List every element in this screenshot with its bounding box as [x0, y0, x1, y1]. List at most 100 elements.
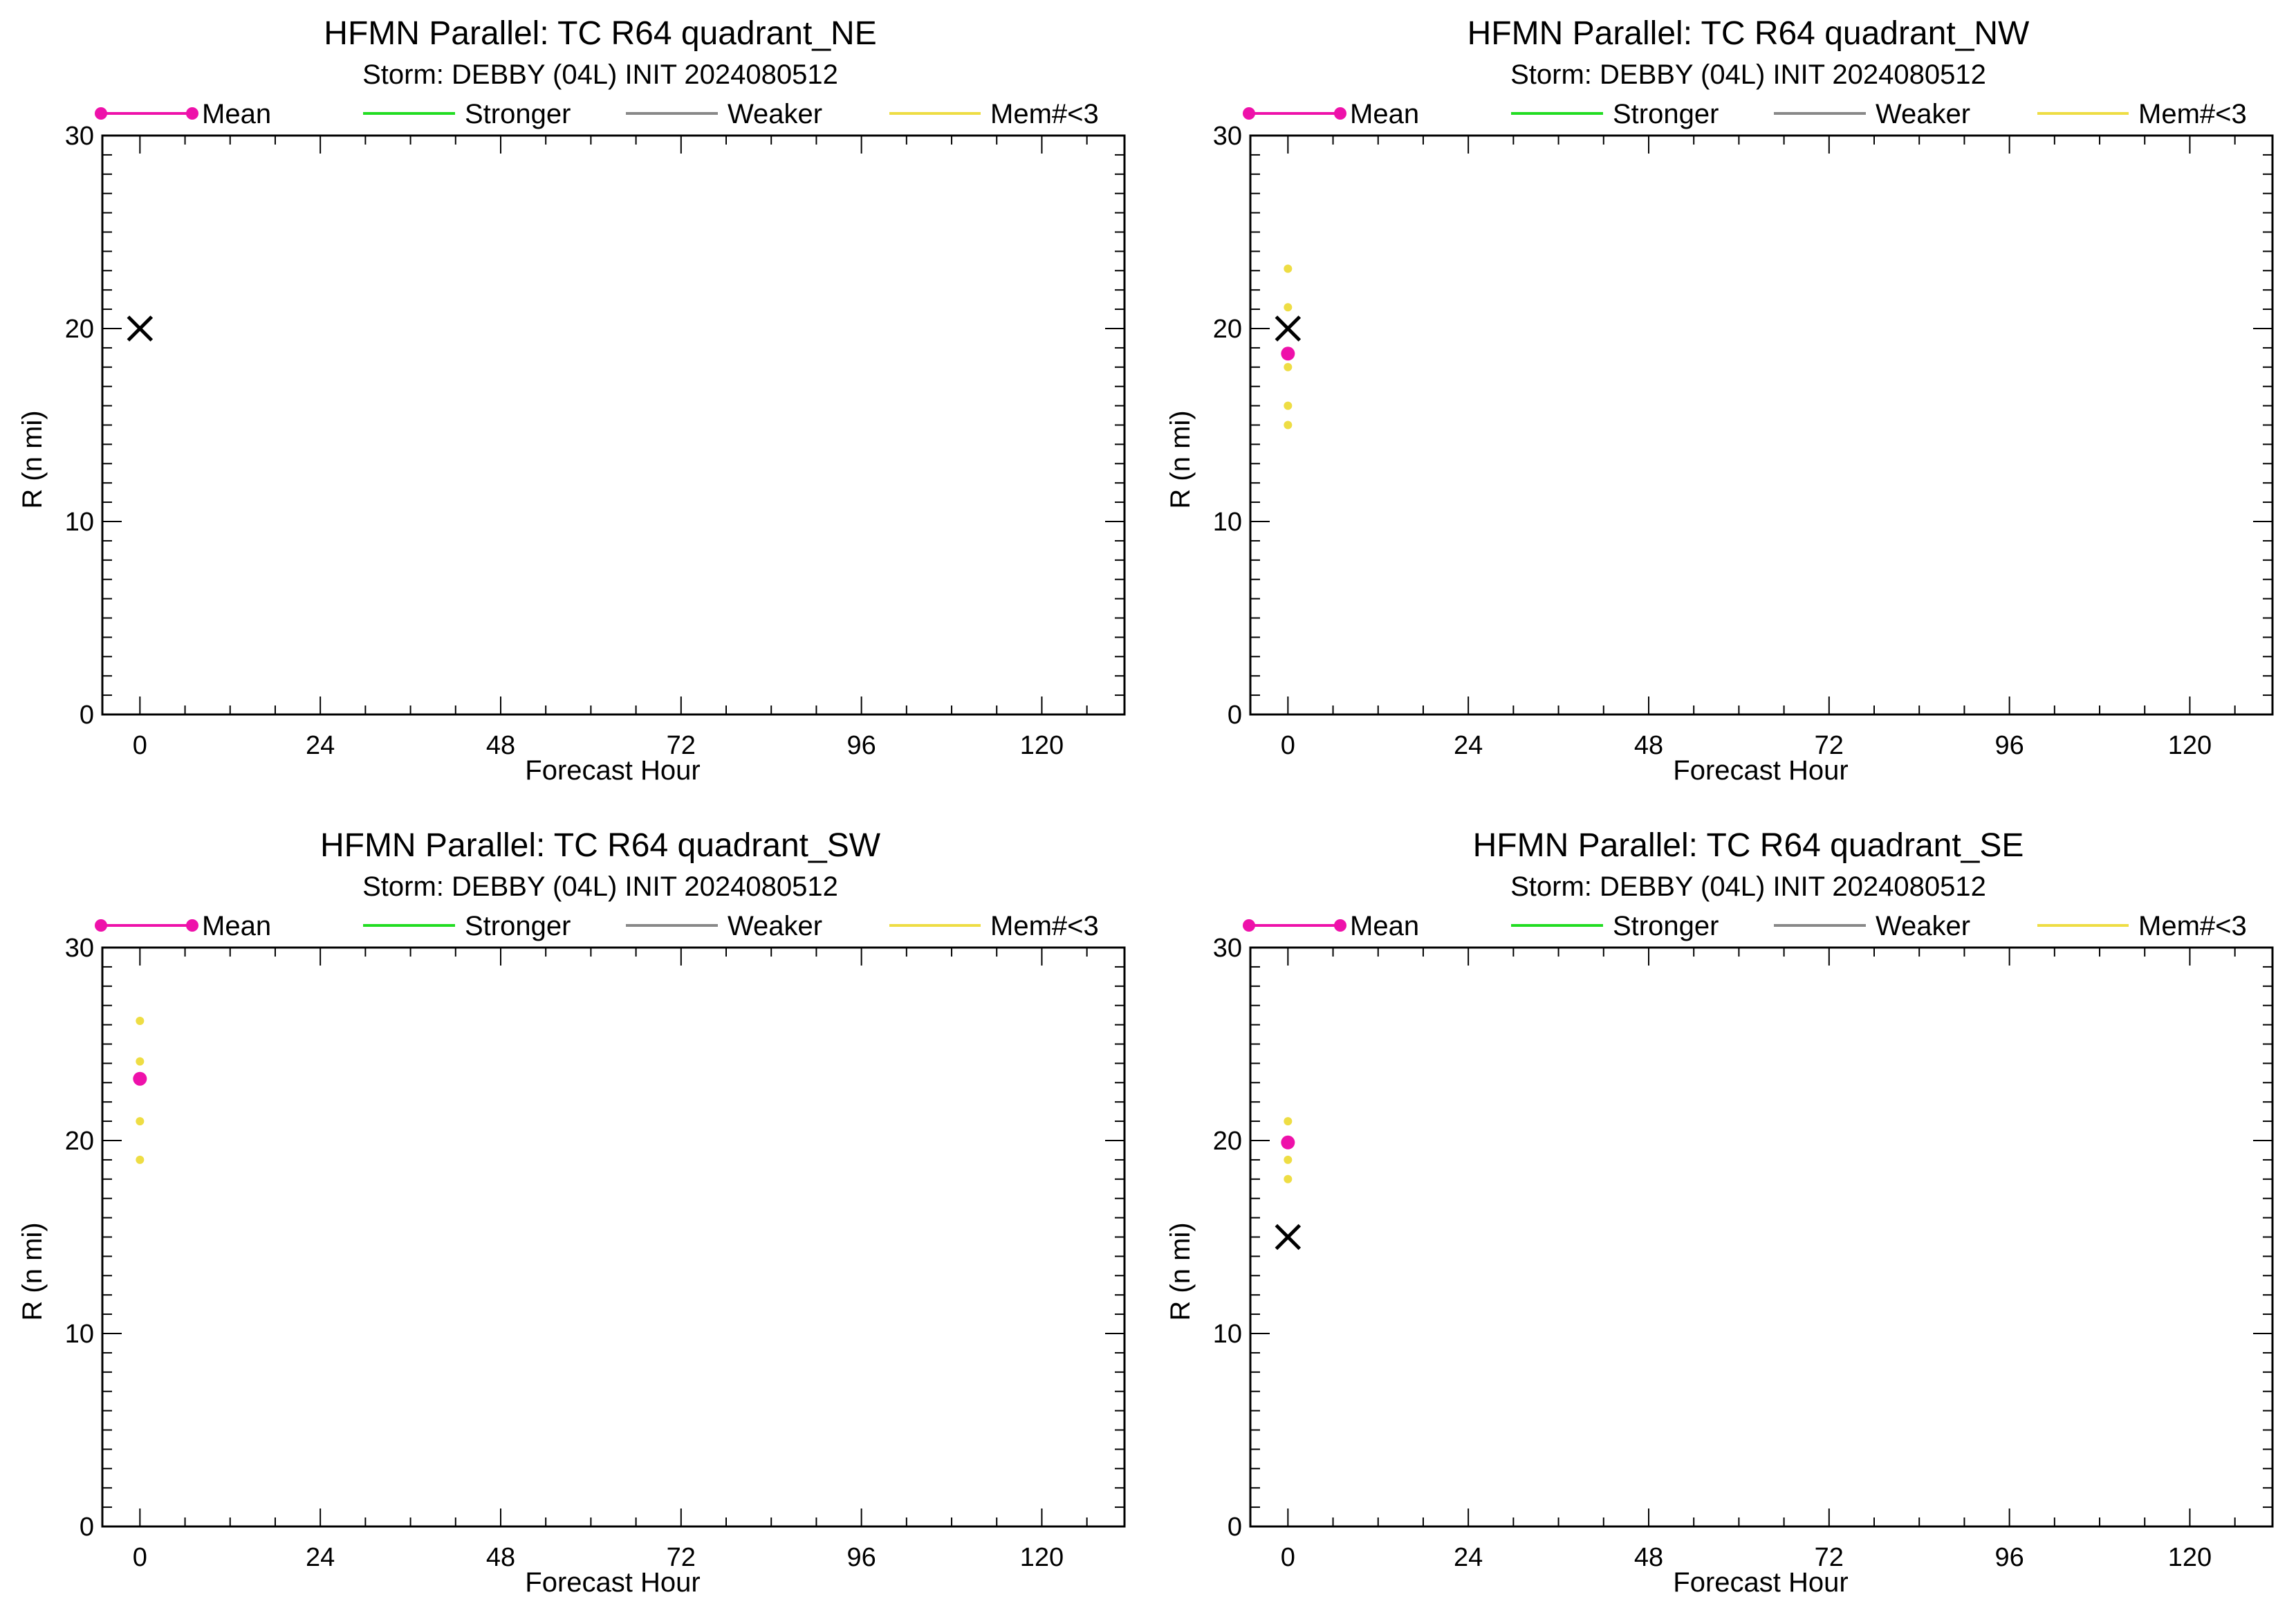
- y-tick-label: 10: [1213, 508, 1242, 537]
- x-tick-label: 48: [1634, 731, 1663, 760]
- x-tick-label: 72: [667, 1543, 696, 1572]
- x-tick-label: 0: [1281, 1543, 1295, 1572]
- legend-item-members: Mem#<3: [2037, 99, 2247, 129]
- y-tick-label: 30: [1213, 934, 1242, 963]
- y-axis-label: R (n mi): [1165, 410, 1196, 508]
- x-tick-label: 120: [1020, 731, 1064, 760]
- legend-label: Weaker: [1876, 911, 1970, 941]
- legend-label: Weaker: [728, 911, 822, 941]
- y-tick-label: 10: [65, 1320, 94, 1349]
- legend-item-members: Mem#<3: [889, 99, 1099, 129]
- x-axis-label: Forecast Hour: [525, 1567, 700, 1598]
- chart-subtitle: Storm: DEBBY (04L) INIT 2024080512: [1510, 59, 1986, 90]
- legend-label: Weaker: [728, 99, 822, 129]
- legend-item-mean: Mean: [95, 99, 271, 129]
- legend-item-stronger: Stronger: [363, 911, 571, 941]
- x-tick-label: 96: [846, 1543, 876, 1572]
- legend-marker: [1334, 107, 1346, 120]
- y-tick-label: 10: [1213, 1320, 1242, 1349]
- legend-label: Stronger: [465, 99, 571, 129]
- mean-point: [1281, 347, 1295, 361]
- legend-label: Mean: [1350, 911, 1419, 941]
- x-tick-label: 24: [306, 1543, 335, 1572]
- y-tick-label: 0: [1228, 1513, 1242, 1542]
- plot-frame: [101, 946, 1126, 1528]
- mean-point: [1281, 1135, 1295, 1150]
- legend-label: Mem#<3: [990, 911, 1099, 941]
- legend-item-members: Mem#<3: [2037, 911, 2247, 941]
- member-point: [1284, 362, 1293, 371]
- plot-frame: [101, 134, 1126, 716]
- x-tick-label: 48: [1634, 1543, 1663, 1572]
- chart-panel: HFMN Parallel: TC R64 quadrant_SW Storm: …: [0, 812, 1148, 1624]
- x-tick-label: 24: [306, 731, 335, 760]
- legend-item-weaker: Weaker: [626, 99, 822, 129]
- member-point: [1284, 421, 1293, 430]
- y-tick-label: 20: [1213, 1127, 1242, 1156]
- y-tick-label: 10: [65, 508, 94, 537]
- best-track-marker: [1275, 315, 1302, 342]
- x-tick-label: 120: [2168, 731, 2212, 760]
- member-point: [136, 1017, 145, 1026]
- legend-item-weaker: Weaker: [1774, 911, 1970, 941]
- x-tick-label: 0: [1281, 731, 1295, 760]
- legend-item-stronger: Stronger: [1511, 99, 1719, 129]
- y-tick-label: 30: [65, 934, 94, 963]
- chart-svg: HFMN Parallel: TC R64 quadrant_NW Storm: …: [1165, 15, 2274, 786]
- best-track-stroke: [127, 315, 154, 342]
- x-tick-label: 48: [486, 731, 515, 760]
- y-axis-label: R (n mi): [1165, 1222, 1196, 1320]
- y-tick-label: 0: [80, 1513, 94, 1542]
- y-tick-label: 0: [80, 701, 94, 730]
- legend-label: Stronger: [465, 911, 571, 941]
- member-point: [1284, 1117, 1293, 1126]
- legend-label: Weaker: [1876, 99, 1970, 129]
- x-tick-label: 0: [133, 731, 147, 760]
- x-tick-label: 120: [2168, 1543, 2212, 1572]
- member-point: [1284, 1174, 1293, 1183]
- legend-label: Mem#<3: [990, 99, 1099, 129]
- best-track-marker: [1275, 1224, 1302, 1251]
- mean-point: [133, 1071, 147, 1086]
- legend-item-mean: Mean: [1243, 99, 1419, 129]
- chart-svg: HFMN Parallel: TC R64 quadrant_SW Storm: …: [17, 827, 1126, 1598]
- member-point: [1284, 1155, 1293, 1164]
- chart-subtitle: Storm: DEBBY (04L) INIT 2024080512: [362, 871, 838, 902]
- y-tick-label: 30: [65, 122, 94, 151]
- chart-title: HFMN Parallel: TC R64 quadrant_SE: [1473, 827, 2024, 864]
- legend-item-weaker: Weaker: [626, 911, 822, 941]
- chart-panel: HFMN Parallel: TC R64 quadrant_NW Storm: …: [1148, 0, 2296, 812]
- x-tick-label: 24: [1454, 731, 1483, 760]
- legend-item-stronger: Stronger: [363, 99, 571, 129]
- member-point: [1284, 303, 1293, 312]
- best-track-stroke: [1275, 315, 1302, 342]
- x-tick-label: 0: [133, 1543, 147, 1572]
- legend-marker: [1243, 919, 1255, 932]
- legend-label: Stronger: [1613, 911, 1719, 941]
- x-tick-label: 96: [846, 731, 876, 760]
- best-track-marker: [127, 315, 154, 342]
- y-axis-label: R (n mi): [17, 1222, 48, 1320]
- member-point: [136, 1155, 145, 1164]
- chart-subtitle: Storm: DEBBY (04L) INIT 2024080512: [362, 59, 838, 90]
- member-point: [136, 1057, 145, 1066]
- legend-item-mean: Mean: [1243, 911, 1419, 941]
- legend-label: Mem#<3: [2138, 911, 2247, 941]
- y-tick-label: 20: [65, 1127, 94, 1156]
- chart-subtitle: Storm: DEBBY (04L) INIT 2024080512: [1510, 871, 1986, 902]
- chart-title: HFMN Parallel: TC R64 quadrant_NE: [324, 15, 876, 52]
- best-track-stroke: [1275, 1224, 1302, 1251]
- x-tick-label: 48: [486, 1543, 515, 1572]
- y-tick-label: 20: [65, 315, 94, 344]
- legend-label: Mean: [1350, 99, 1419, 129]
- legend-label: Mean: [202, 911, 271, 941]
- x-tick-label: 96: [1994, 731, 2024, 760]
- chart-title: HFMN Parallel: TC R64 quadrant_SW: [320, 827, 881, 864]
- legend-marker: [186, 919, 198, 932]
- legend-item-stronger: Stronger: [1511, 911, 1719, 941]
- member-point: [1284, 401, 1293, 410]
- x-axis-label: Forecast Hour: [1673, 755, 1848, 786]
- x-tick-label: 72: [1815, 731, 1844, 760]
- legend-label: Mem#<3: [2138, 99, 2247, 129]
